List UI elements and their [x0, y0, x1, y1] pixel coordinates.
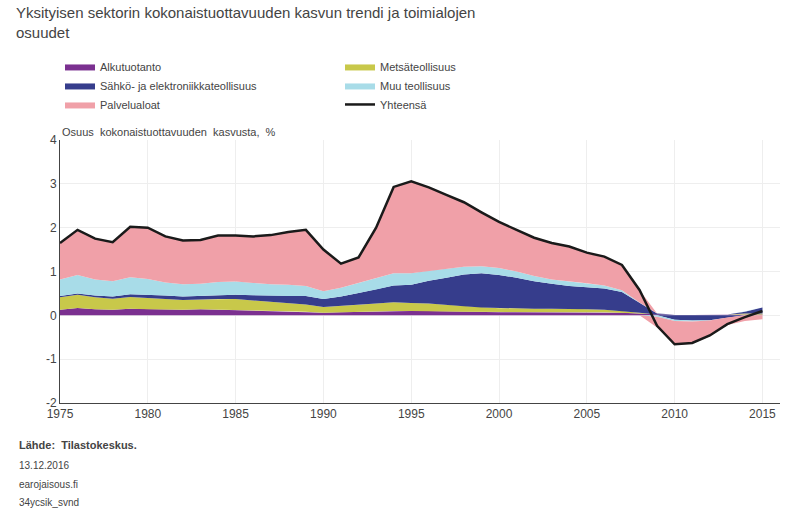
svg-text:-2: -2	[46, 396, 57, 410]
svg-text:1980: 1980	[134, 407, 161, 421]
svg-text:2: 2	[50, 221, 57, 235]
svg-text:Alkutuotanto: Alkutuotanto	[100, 61, 161, 73]
svg-text:1: 1	[50, 265, 57, 279]
svg-text:Osuus kokonaistuottavuuden k: Osuus kokonaistuottavuuden kasvusta, %	[62, 126, 276, 138]
svg-text:4: 4	[50, 133, 57, 147]
svg-text:1985: 1985	[222, 407, 249, 421]
svg-text:2010: 2010	[661, 407, 688, 421]
svg-text:Yksityisen sektorin kokonaistu: Yksityisen sektorin kokonaistuottavuuden…	[16, 4, 475, 41]
svg-text:3: 3	[50, 177, 57, 191]
svg-text:1975: 1975	[47, 407, 74, 421]
svg-text:2005: 2005	[573, 407, 600, 421]
svg-text:13.12.2016: 13.12.2016	[19, 460, 69, 471]
svg-text:1995: 1995	[398, 407, 425, 421]
svg-text:Lähde: Tilastokeskus.: Lähde: Tilastokeskus.	[19, 439, 137, 451]
svg-text:-1: -1	[46, 352, 57, 366]
svg-text:2000: 2000	[486, 407, 513, 421]
svg-text:Muu teollisuus: Muu teollisuus	[380, 80, 451, 92]
svg-text:Sähkö- ja elektroniikkateollis: Sähkö- ja elektroniikkateollisuus	[100, 80, 257, 92]
svg-text:Yhteensä: Yhteensä	[380, 99, 427, 111]
svg-text:earojaisous.fi: earojaisous.fi	[19, 479, 78, 490]
svg-text:1990: 1990	[310, 407, 337, 421]
svg-text:2015: 2015	[749, 407, 776, 421]
svg-text:Palvelualoat: Palvelualoat	[100, 99, 160, 111]
svg-text:0: 0	[50, 309, 57, 323]
svg-text:Metsäteollisuus: Metsäteollisuus	[380, 61, 456, 73]
svg-text:34ycsik_svnd: 34ycsik_svnd	[19, 497, 79, 508]
